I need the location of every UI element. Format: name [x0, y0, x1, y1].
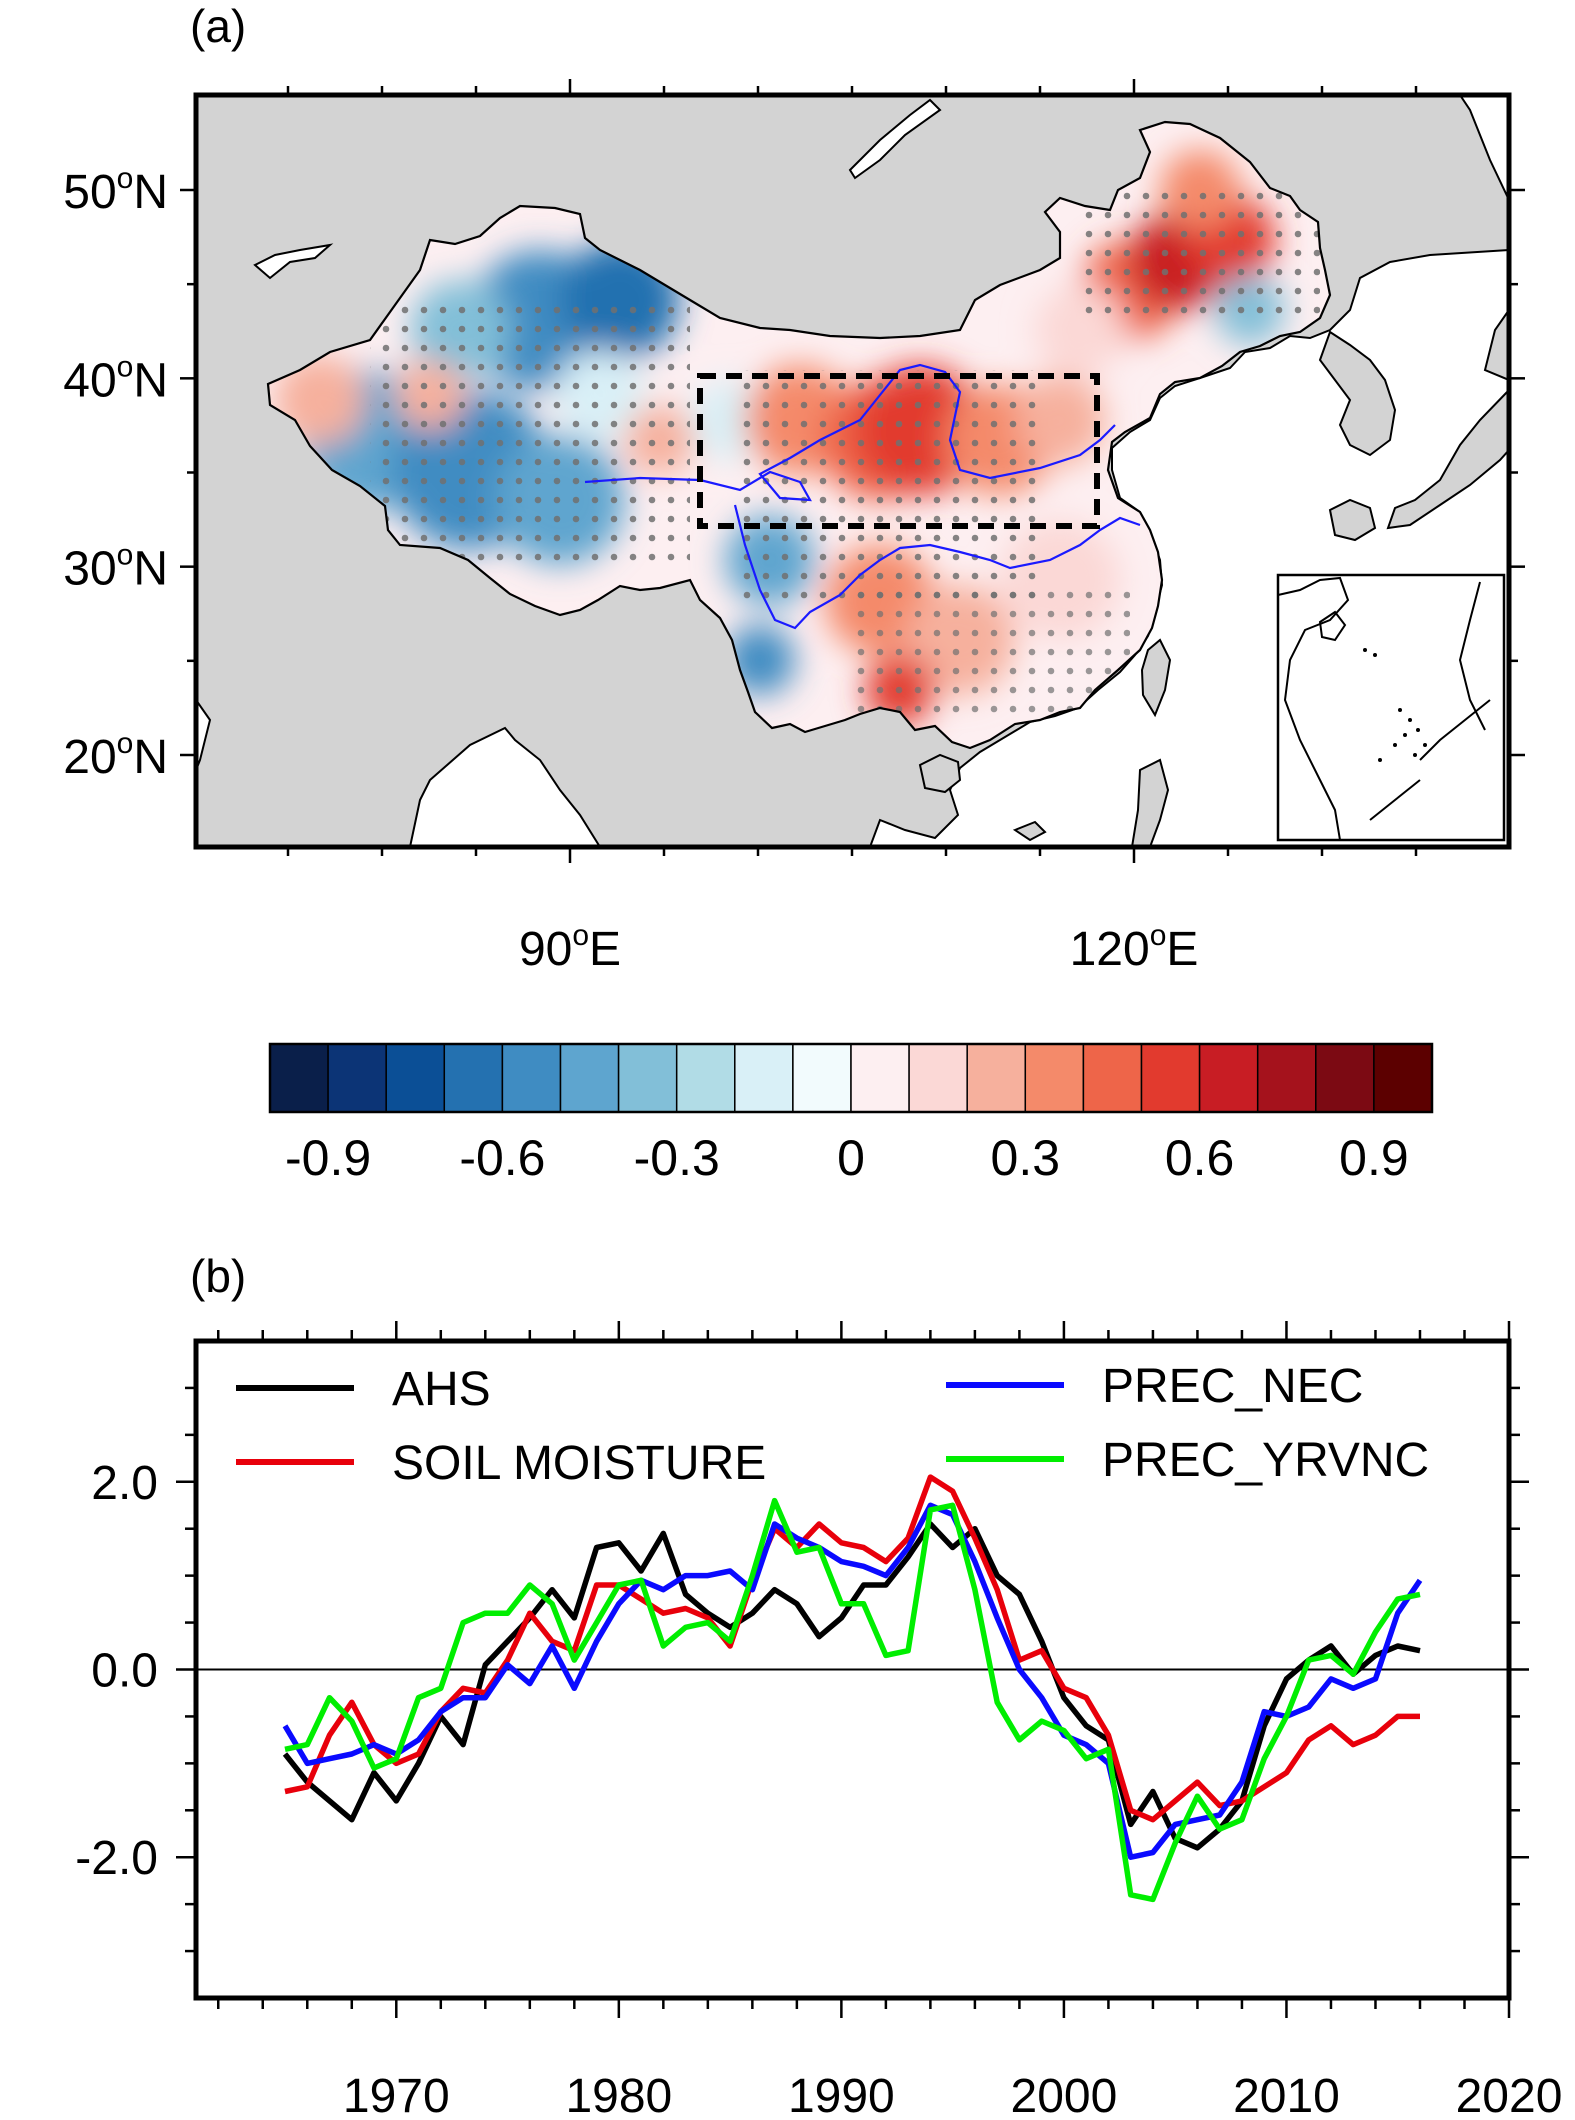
lat-tick-label: 40oN	[63, 350, 168, 407]
colorbar-swatch	[559, 1043, 620, 1113]
colorbar-swatch	[327, 1043, 387, 1113]
hainan-island	[918, 753, 962, 794]
colorbar-swatch	[501, 1043, 562, 1113]
series-line-prec-nec	[282, 1502, 1423, 1860]
x-tick-label: 2020	[1456, 2070, 1563, 2120]
colorbar-swatch	[1315, 1043, 1375, 1113]
balkhash	[253, 243, 334, 280]
colorbar-swatch	[1024, 1043, 1085, 1113]
series-line-prec-yrvnc	[284, 1497, 1421, 1903]
colorbar-tick-label: 0.9	[1339, 1130, 1409, 1186]
x-tick-label: 1990	[788, 2070, 895, 2120]
luzon-island	[1130, 758, 1170, 847]
y-tick-label: 0.0	[91, 1645, 158, 1698]
colorbar-tick-label: 0.3	[991, 1130, 1061, 1186]
y-tick-labels: 2.0 0.0 -2.0	[75, 1457, 158, 1885]
y-tick-label: -2.0	[75, 1832, 158, 1885]
legend-label: AHS	[392, 1363, 491, 1416]
lat-tick-label: 50oN	[63, 162, 168, 219]
yangtze-river	[733, 504, 1141, 630]
colorbar-swatch	[1198, 1043, 1259, 1113]
korea-peninsula	[1318, 330, 1397, 457]
lake-baikal	[848, 98, 942, 180]
x-tick-label: 1980	[565, 2070, 672, 2120]
legend-label: PREC_NEC	[1102, 1360, 1363, 1413]
japan-south	[1328, 498, 1377, 542]
legend-label: PREC_YRVNC	[1102, 1434, 1429, 1487]
colorbar-swatch	[966, 1043, 1027, 1113]
study-region-box	[697, 373, 1100, 529]
colorbar-tick-label: 0.6	[1165, 1130, 1235, 1186]
colorbar-tick-label: -0.9	[285, 1130, 371, 1186]
arabian-sea	[196, 698, 212, 771]
colorbar-swatch	[850, 1043, 910, 1113]
colorbar-swatch	[385, 1043, 446, 1113]
japan-north	[1483, 308, 1509, 382]
stipple-northeast	[1080, 190, 1320, 320]
stipple-south	[850, 580, 1130, 720]
colorbar-swatch	[1373, 1043, 1433, 1113]
colorbar-tick-label: -0.6	[459, 1130, 545, 1186]
japan-island	[1386, 388, 1509, 530]
colorbar-swatch	[792, 1043, 852, 1113]
longitude-labels: 90oE 120oE	[519, 919, 1198, 976]
chart-series	[282, 1474, 1423, 1903]
colorbar: -0.9 -0.6 -0.3 0 0.3 0.6 0.9	[268, 1042, 1434, 1186]
latitude-labels: 50oN 40oN 30oN 20oN	[63, 162, 168, 784]
panel-a-label: (a)	[190, 0, 246, 52]
yellow-river	[584, 363, 1116, 502]
x-tick-label: 2010	[1233, 2070, 1340, 2120]
colorbar-tick-label: -0.3	[634, 1130, 720, 1186]
island-small	[1012, 820, 1047, 842]
legend: AHS SOIL MOISTURE PREC_NEC PREC_YRVNC	[236, 1360, 1429, 1490]
lat-tick-label: 20oN	[63, 727, 168, 784]
stipple-centre	[740, 370, 1040, 610]
lon-tick-label: 90oE	[519, 919, 621, 976]
lon-tick-label: 120oE	[1070, 919, 1199, 976]
stipple-west	[370, 300, 690, 570]
taiwan-island	[1140, 638, 1172, 718]
colorbar-swatch	[1256, 1043, 1317, 1113]
colorbar-swatch	[617, 1043, 678, 1113]
colorbar-swatch	[734, 1043, 794, 1113]
colorbar-tick-label: 0	[837, 1130, 865, 1186]
chart-frame	[193, 1338, 1512, 2001]
south-china-sea-inset	[1276, 573, 1506, 842]
colorbar-swatch	[443, 1043, 504, 1113]
bay-of-bengal	[408, 726, 602, 847]
colorbar-swatch	[1140, 1043, 1201, 1113]
x-tick-labels: 1970 1980 1990 2000 2010 2020	[343, 2070, 1562, 2120]
sea-of-japan	[1458, 95, 1509, 201]
x-tick-label: 2000	[1011, 2070, 1118, 2120]
panel-a-map: (a)	[63, 0, 1525, 1186]
y-tick-label: 2.0	[91, 1457, 158, 1510]
colorbar-swatch	[269, 1043, 329, 1113]
colorbar-swatch	[675, 1043, 736, 1113]
lat-tick-label: 30oN	[63, 539, 168, 596]
map-tick-marks	[180, 79, 1525, 863]
panel-b-timeseries: (b) 2.00.0-2.0 1970 1980 1990 2000 2010 2020 …	[75, 1250, 1562, 2120]
x-tick-label: 1970	[343, 2070, 450, 2120]
colorbar-swatch	[908, 1043, 968, 1113]
legend-label: SOIL MOISTURE	[392, 1437, 766, 1490]
panel-b-label: (b)	[190, 1250, 246, 1302]
colorbar-swatch	[1082, 1043, 1143, 1113]
colorbar-frame	[268, 1042, 1434, 1114]
china-border	[266, 120, 1332, 750]
